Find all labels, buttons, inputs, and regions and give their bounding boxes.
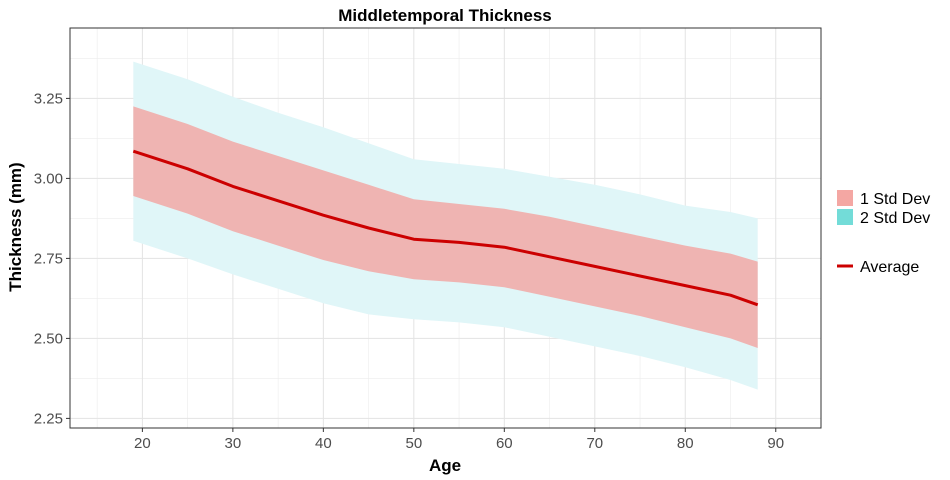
- legend: 1 Std Dev 2 Std Dev Average: [837, 190, 930, 276]
- x-tick-label: 20: [134, 435, 151, 452]
- legend-label-2-std-dev: 2 Std Dev: [860, 210, 930, 227]
- plot-panel: [69, 27, 822, 429]
- x-tick-label: 60: [496, 435, 513, 452]
- line-average: [132, 149, 759, 307]
- x-axis-title: Age: [429, 456, 461, 475]
- legend-key-1-std-dev: [837, 190, 853, 206]
- x-tick-label: 70: [586, 435, 603, 452]
- x-tick-label: 90: [767, 435, 784, 452]
- legend-label-1-std-dev: 1 Std Dev: [860, 191, 930, 208]
- x-tick-label: 30: [225, 435, 242, 452]
- y-tick-label: 2.50: [34, 330, 63, 347]
- band-1-std-dev: [133, 106, 758, 349]
- panel-border: [69, 27, 822, 429]
- x-tick-label: 80: [677, 435, 694, 452]
- y-tick-label: 3.25: [34, 90, 63, 107]
- x-tick-label: 40: [315, 435, 332, 452]
- x-axis: 20 30 40 50 60 70 80 90: [134, 428, 784, 452]
- x-tick-label: 50: [405, 435, 422, 452]
- y-tick-label: 2.75: [34, 250, 63, 267]
- y-tick-label: 3.00: [34, 170, 63, 187]
- y-tick-label: 2.25: [34, 410, 63, 427]
- legend-label-average: Average: [860, 259, 919, 276]
- y-axis: 2.25 2.50 2.75 3.00 3.25: [34, 90, 70, 427]
- legend-key-2-std-dev: [837, 209, 853, 225]
- chart-title: Middletemporal Thickness: [338, 6, 552, 25]
- y-axis-title: Thickness (mm): [6, 162, 25, 291]
